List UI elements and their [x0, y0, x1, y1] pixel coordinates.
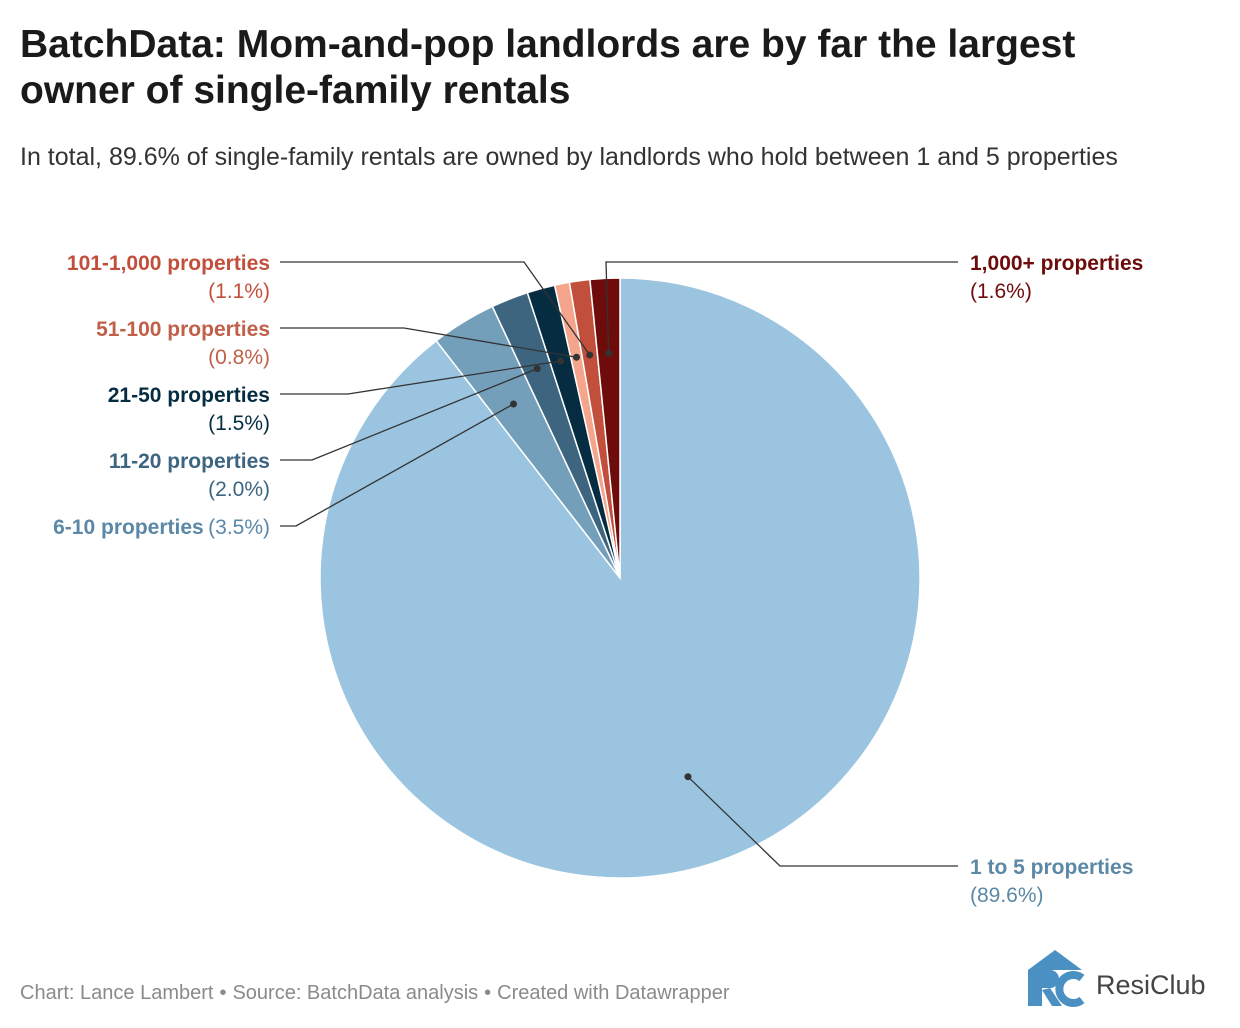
leader-dot-21-50-properties	[557, 357, 565, 365]
leader-dot-6-10-properties	[510, 400, 518, 408]
leader-line-101-1-000-properties	[280, 261, 591, 356]
logo-text: ResiClub	[1096, 970, 1206, 1000]
footer-separator: •	[219, 982, 227, 1004]
leader-line-21-50-properties	[280, 360, 561, 395]
pie-slice-1-000-properties	[589, 277, 621, 579]
slice-label-name: 1,000+ properties	[970, 252, 1143, 275]
slice-label-name: 6-10 properties	[53, 516, 204, 539]
slice-label-value: (1.6%)	[970, 280, 1032, 303]
slice-label-21-50-properties: 21-50 properties (1.5%)	[108, 384, 270, 435]
source-note: Source: BatchData analysis	[232, 982, 479, 1004]
slice-label-101-1-000-properties: 101-1,000 properties (1.1%)	[67, 252, 270, 303]
leader-line-51-100-properties	[280, 327, 577, 358]
leader-dot-1-to-5-properties	[684, 773, 692, 781]
pie-slices	[319, 277, 921, 879]
tool-credit: Created with Datawrapper	[497, 982, 730, 1004]
chart-title: BatchData: Mom-and-pop landlords are by …	[20, 23, 1076, 112]
slice-label-value: (1.5%)	[208, 412, 270, 435]
slice-label-value: (2.0%)	[208, 478, 270, 501]
chart-subtitle: In total, 89.6% of single-family rentals…	[20, 143, 1118, 171]
slice-label-value: (0.8%)	[208, 346, 270, 369]
slice-label-name: 1 to 5 properties	[970, 856, 1133, 879]
slice-label-name: 21-50 properties	[108, 384, 270, 407]
leader-line-11-20-properties	[280, 368, 538, 461]
leader-dot-1-000-properties	[605, 349, 613, 357]
slice-label-name: 101-1,000 properties	[67, 252, 270, 275]
resiclub-logo: ResiClub	[1024, 948, 1224, 1008]
slice-label-value: (1.1%)	[208, 280, 270, 303]
chart-credit: Chart: Lance Lambert	[20, 982, 214, 1004]
slice-label-name: 51-100 properties	[96, 318, 270, 341]
slice-labels: 1 to 5 properties (89.6%) 6-10 properties …	[53, 252, 1143, 907]
slice-label-1-000-properties: 1,000+ properties (1.6%)	[970, 252, 1143, 303]
leader-dot-101-1-000-properties	[586, 351, 594, 359]
slice-label-11-20-properties: 11-20 properties (2.0%)	[109, 450, 270, 501]
leader-lines	[280, 261, 958, 867]
leader-line-1-000-properties	[605, 261, 958, 354]
resiclub-logo-icon	[1028, 950, 1085, 1007]
slice-label-value: (3.5%)	[208, 516, 270, 539]
slice-label-name: 11-20 properties	[109, 450, 270, 473]
leader-dot-51-100-properties	[572, 353, 580, 361]
leader-line-1-to-5-properties	[687, 776, 958, 867]
footer: Chart: Lance Lambert • Source: BatchData a…	[20, 982, 730, 1005]
footer-separator: •	[484, 982, 492, 1004]
leader-line-6-10-properties	[280, 403, 514, 527]
slice-label-value: (89.6%)	[970, 884, 1044, 907]
slice-label-6-10-properties: 6-10 properties (3.5%)	[53, 516, 270, 539]
leader-dot-11-20-properties	[533, 365, 541, 373]
slice-label-1-to-5-properties: 1 to 5 properties (89.6%)	[970, 856, 1133, 907]
slice-label-51-100-properties: 51-100 properties (0.8%)	[96, 318, 270, 369]
